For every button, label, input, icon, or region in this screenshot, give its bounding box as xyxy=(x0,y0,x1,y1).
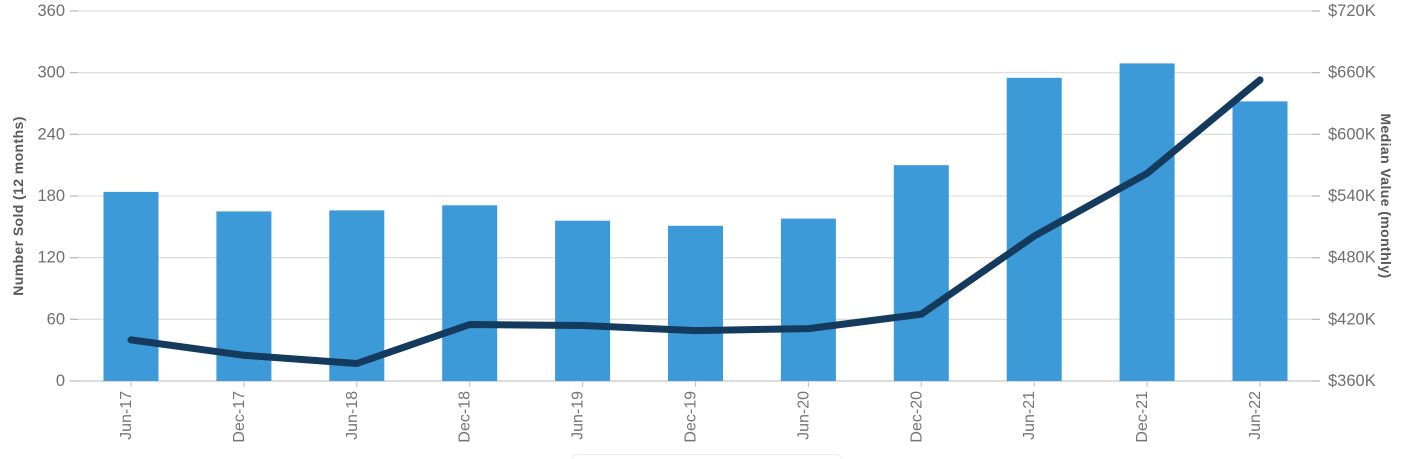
right-axis-tick-label: $540K xyxy=(1328,187,1376,205)
bar-Dec-19[interactable] xyxy=(668,225,723,381)
x-axis-label: Jun-21 xyxy=(1021,391,1038,440)
x-axis-label: Dec-17 xyxy=(231,391,248,443)
median-value-line[interactable] xyxy=(127,76,1264,367)
bar-Jun-22[interactable] xyxy=(1232,101,1288,382)
x-axis-label: Jun-22 xyxy=(1247,391,1264,440)
bar-Jun-19[interactable] xyxy=(555,220,611,381)
left-axis-title: Number Sold (12 months) xyxy=(10,116,26,296)
left-axis-tick-label: 300 xyxy=(37,64,65,82)
x-axis-label: Jun-19 xyxy=(570,391,587,440)
bar-Jun-20[interactable] xyxy=(780,218,836,381)
bar-Dec-18[interactable] xyxy=(442,205,498,382)
left-axis-tick-label: 240 xyxy=(37,125,65,143)
right-axis-title: Median Value (monthly) xyxy=(1378,113,1394,279)
bar-Dec-20[interactable] xyxy=(893,165,949,381)
x-axis-label: Dec-20 xyxy=(908,391,925,443)
x-axis-label: Dec-18 xyxy=(457,391,474,443)
right-axis-tick-label: $600K xyxy=(1328,125,1376,143)
left-axis-tick-label: 0 xyxy=(56,372,65,390)
bar-Jun-17[interactable] xyxy=(103,191,159,381)
right-axis-tick-label: $480K xyxy=(1328,249,1376,267)
left-axis-tick-label: 60 xyxy=(47,310,65,328)
right-axis-tick-label: $720K xyxy=(1328,2,1376,20)
bar-Dec-21[interactable] xyxy=(1119,63,1175,382)
right-axis-tick-label: $660K xyxy=(1328,64,1376,82)
x-axis-label: Jun-20 xyxy=(795,391,812,440)
left-axis-tick-label: 360 xyxy=(37,2,65,20)
x-axis-label: Jun-18 xyxy=(344,391,361,440)
right-axis-tick-label: $420K xyxy=(1328,310,1376,328)
left-axis-tick-label: 180 xyxy=(37,187,65,205)
bar-Jun-18[interactable] xyxy=(329,210,385,381)
left-axis-tick-label: 120 xyxy=(37,249,65,267)
legend-box-cropped xyxy=(570,454,844,459)
x-axis-label: Jun-17 xyxy=(118,391,135,440)
right-axis-tick-label: $360K xyxy=(1328,372,1376,390)
x-axis-label: Dec-19 xyxy=(683,391,700,443)
x-axis-label: Dec-21 xyxy=(1134,391,1151,443)
